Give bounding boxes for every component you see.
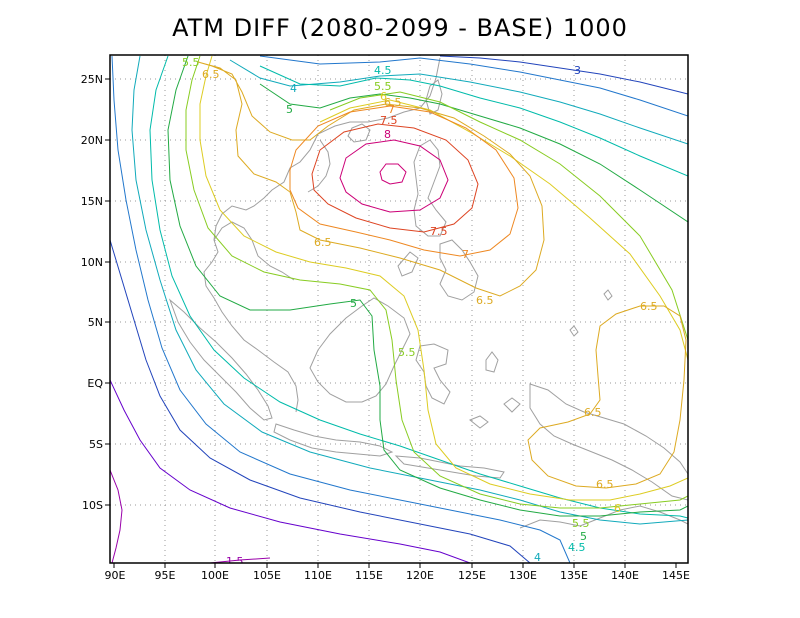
contour-label: 4.5 xyxy=(568,541,586,554)
contour-label: 1.5 xyxy=(226,555,244,568)
contour-4-north xyxy=(229,59,688,145)
contour-3-west xyxy=(110,239,531,563)
contour-8 xyxy=(339,139,449,213)
contour-label: 6 xyxy=(380,90,387,103)
x-tick-label: 105E xyxy=(253,569,281,582)
x-tick-label: 110E xyxy=(304,569,332,582)
contour-5-north xyxy=(259,83,688,223)
contour-label: 5.5 xyxy=(374,80,392,93)
contour-labels: 1.5 3 4 4 4.5 4.5 5 5 5 5.5 5.5 5.5 5.5 … xyxy=(182,56,658,568)
x-tick-label: 145E xyxy=(662,569,690,582)
x-tick-label: 140E xyxy=(611,569,639,582)
contour-label: 7 xyxy=(388,103,395,116)
y-tick-label: 20N xyxy=(81,134,103,147)
contour-label: 6.5 xyxy=(202,68,220,81)
coastlines xyxy=(168,57,688,529)
contour-label: 6.5 xyxy=(640,300,658,313)
contour-5 xyxy=(167,55,688,517)
x-tick-label: 120E xyxy=(406,569,434,582)
contour-label: 4.5 xyxy=(374,64,392,77)
contour-label: 4 xyxy=(290,82,297,95)
x-tick-label: 135E xyxy=(560,569,588,582)
y-axis-labels: 25N 20N 15N 10N 5N EQ 5S 10S xyxy=(81,73,104,512)
contour-6 xyxy=(199,55,688,501)
contour-6-5-west xyxy=(197,61,545,297)
y-tick-label: 5N xyxy=(88,316,103,329)
contour-label: 7.5 xyxy=(380,114,398,127)
y-tick-label: EQ xyxy=(87,377,103,390)
contour-3-5-north xyxy=(259,55,688,117)
contour-7 xyxy=(289,105,519,257)
contour-4 xyxy=(131,55,688,525)
contour-label: 6.5 xyxy=(476,294,494,307)
contour-2 xyxy=(110,379,471,563)
x-tick-label: 95E xyxy=(155,569,176,582)
contour-label: 5 xyxy=(286,103,293,116)
y-tick-label: 5S xyxy=(89,438,103,451)
contour-1-5-b xyxy=(209,557,271,563)
x-tick-label: 90E xyxy=(105,569,126,582)
contour-label: 5.5 xyxy=(572,517,590,530)
contour-label: 5 xyxy=(350,297,357,310)
contour-lines xyxy=(110,55,688,563)
x-tick-label: 100E xyxy=(201,569,229,582)
contour-label: 7.5 xyxy=(430,225,448,238)
contour-label: 6.5 xyxy=(314,236,332,249)
contour-label: 3 xyxy=(574,64,581,77)
contour-4-5 xyxy=(149,55,688,519)
y-tick-label: 25N xyxy=(81,73,103,86)
contour-3-5 xyxy=(111,55,571,563)
contour-8-5 xyxy=(379,163,407,185)
y-tick-label: 10N xyxy=(81,256,103,269)
x-tick-label: 115E xyxy=(355,569,383,582)
contour-1-5 xyxy=(110,469,123,563)
contour-label: 5 xyxy=(580,530,587,543)
contour-6-5-east xyxy=(527,305,687,489)
plot-frame xyxy=(109,54,689,564)
contour-6-north xyxy=(319,99,688,361)
contour-label: 6.5 xyxy=(584,406,602,419)
contour-label: 6.5 xyxy=(596,478,614,491)
contour-label: 4 xyxy=(534,551,541,564)
contour-3-north xyxy=(439,55,688,95)
x-tick-label: 130E xyxy=(509,569,537,582)
contour-5-5-north xyxy=(329,91,688,341)
y-tick-label: 10S xyxy=(82,499,103,512)
map-title: ATM DIFF (2080-2099 - BASE) 1000 xyxy=(172,14,628,42)
x-axis-labels: 90E 95E 100E 105E 110E 115E 120E 125E 13… xyxy=(105,569,690,582)
contour-label: 8 xyxy=(384,128,391,141)
x-tick-label: 125E xyxy=(458,569,486,582)
contour-5-5 xyxy=(185,55,688,509)
contour-label: 5.5 xyxy=(182,56,200,69)
contour-label: 6.5 xyxy=(384,96,402,109)
y-tick-label: 15N xyxy=(81,195,103,208)
contour-7-5 xyxy=(311,123,479,233)
contour-4-5-north xyxy=(259,65,688,177)
contour-label: 6 xyxy=(614,502,621,515)
tick-marks xyxy=(105,78,677,568)
contour-label: 5.5 xyxy=(398,346,416,359)
contour-label: 7 xyxy=(462,248,469,261)
